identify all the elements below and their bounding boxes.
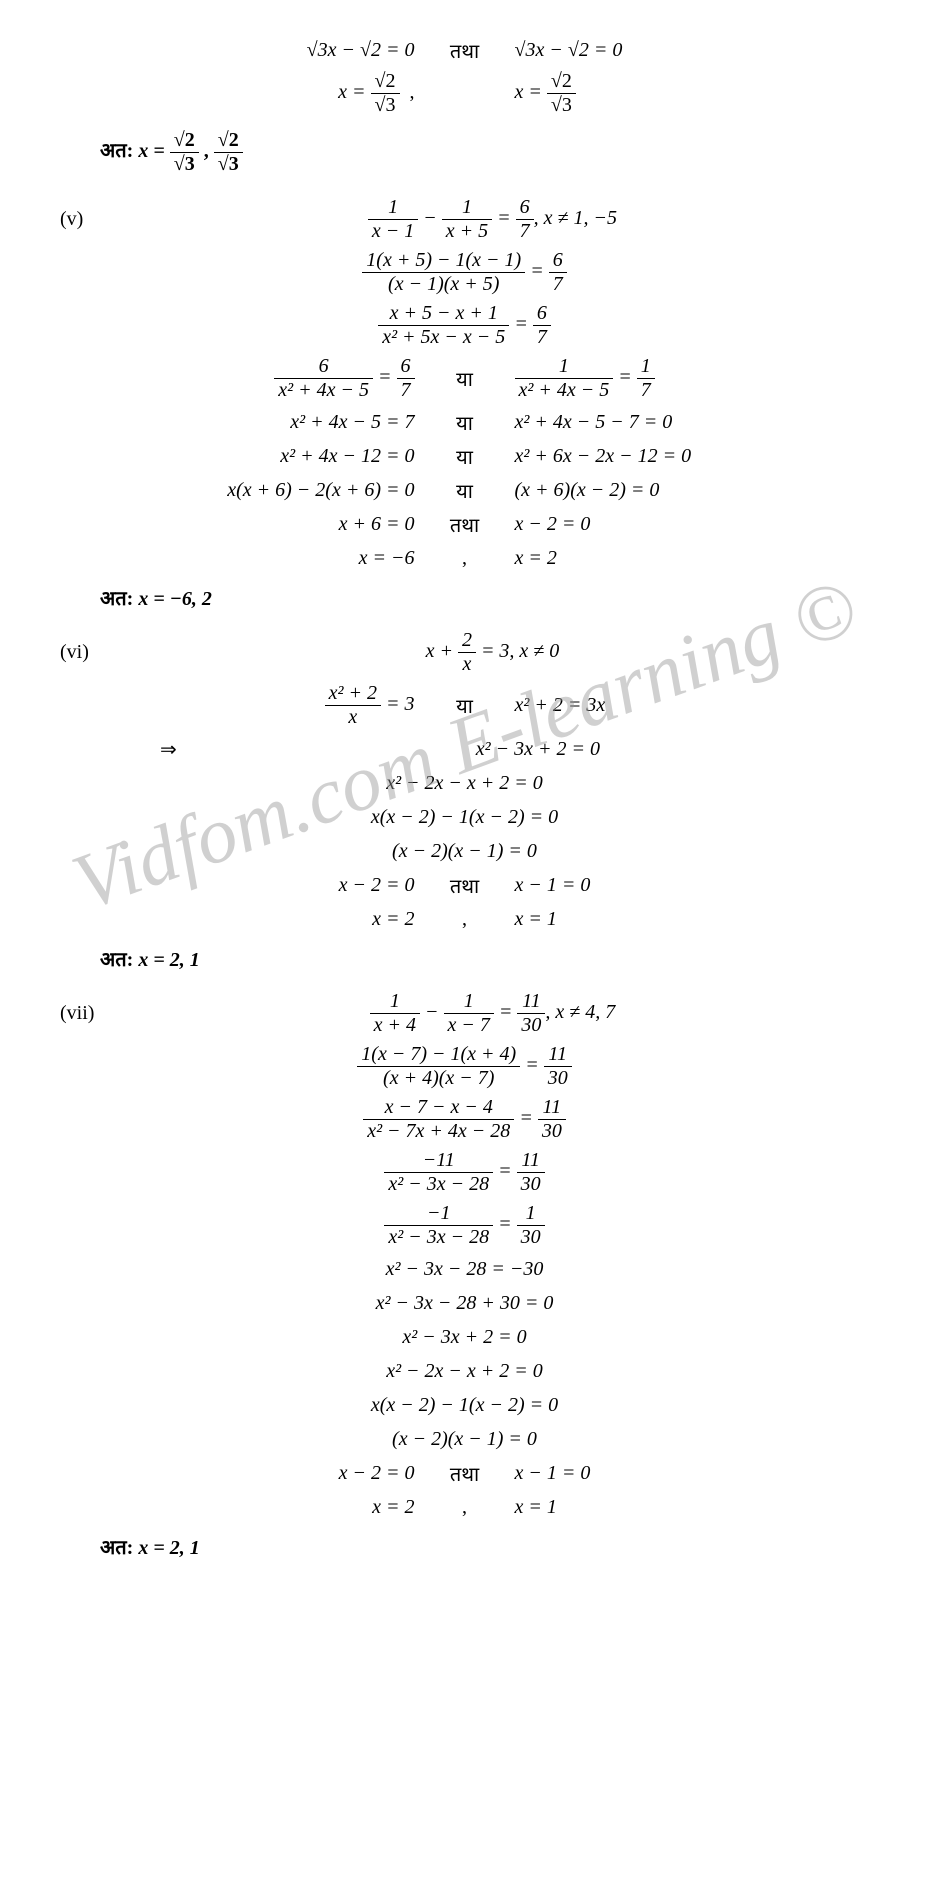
eq-vi-4: x² − 2x − x + 2 = 0 [60,769,869,797]
eq-v-5: x² + 4x − 5 = 7याx² + 4x − 5 − 7 = 0 [60,408,869,436]
eq-vii-10: x(x − 2) − 1(x − 2) = 0 [60,1391,869,1419]
eq-vii-13: x = 2,x = 1 [60,1493,869,1521]
eq-vii-11: (x − 2)(x − 1) = 0 [60,1425,869,1453]
eq-v-7: x(x + 6) − 2(x + 6) = 0या(x + 6)(x − 2) … [60,476,869,504]
eq-vii-3: x − 7 − x − 4x² − 7x + 4x − 28 = 1130 [60,1096,869,1143]
eq-v-9: x = −6,x = 2 [60,544,869,572]
eq-vi-3: ⇒x² − 3x + 2 = 0 [60,735,869,763]
eq-iv-1: √3x − √2 = 0 तथा √3x − √2 = 0 [60,36,869,64]
result-iv: अत: x = √2√3 , √2√3 [100,129,869,176]
block-vi: (vi) x + 2x = 3, x ≠ 0 x² + 2x = 3 या x²… [60,629,869,972]
eq-vi-7: x − 2 = 0तथाx − 1 = 0 [60,871,869,899]
eq-vii-2: 1(x − 7) − 1(x + 4)(x + 4)(x − 7) = 1130 [60,1043,869,1090]
eq-vii-7: x² − 3x − 28 + 30 = 0 [60,1289,869,1317]
eq-vi-2: x² + 2x = 3 या x² + 2 = 3x [60,682,869,729]
result-v: अत: x = −6, 2 [100,584,869,611]
eq-v-2: 1(x + 5) − 1(x − 1)(x − 1)(x + 5) = 67 [60,249,869,296]
eq-v-4: 6x² + 4x − 5 = 67 या 1x² + 4x − 5 = 17 [60,355,869,402]
eq-vi-5: x(x − 2) − 1(x − 2) = 0 [60,803,869,831]
result-vi: अत: x = 2, 1 [100,945,869,972]
eq-vii-1: (vii) 1x + 4 − 1x − 7 = 1130, x ≠ 4, 7 [60,990,869,1037]
eq-vi-6: (x − 2)(x − 1) = 0 [60,837,869,865]
eq-vi-1: (vi) x + 2x = 3, x ≠ 0 [60,629,869,676]
eq-vii-6: x² − 3x − 28 = −30 [60,1255,869,1283]
eq-vii-8: x² − 3x + 2 = 0 [60,1323,869,1351]
eq-v-1: (v) 1x − 1 − 1x + 5 = 67, x ≠ 1, −5 [60,196,869,243]
eq-iv-2: x = √2√3 , x = √2√3 [60,70,869,117]
eq-vi-8: x = 2,x = 1 [60,905,869,933]
eq-vii-5: −1x² − 3x − 28 = 130 [60,1202,869,1249]
result-vii: अत: x = 2, 1 [100,1533,869,1560]
eq-vii-9: x² − 2x − x + 2 = 0 [60,1357,869,1385]
eq-v-8: x + 6 = 0तथाx − 2 = 0 [60,510,869,538]
block-vii: (vii) 1x + 4 − 1x − 7 = 1130, x ≠ 4, 7 1… [60,990,869,1560]
eq-vii-4: −11x² − 3x − 28 = 1130 [60,1149,869,1196]
eq-vii-12: x − 2 = 0तथाx − 1 = 0 [60,1459,869,1487]
eq-v-6: x² + 4x − 12 = 0याx² + 6x − 2x − 12 = 0 [60,442,869,470]
eq-v-3: x + 5 − x + 1x² + 5x − x − 5 = 67 [60,302,869,349]
block-v: (v) 1x − 1 − 1x + 5 = 67, x ≠ 1, −5 1(x … [60,196,869,611]
